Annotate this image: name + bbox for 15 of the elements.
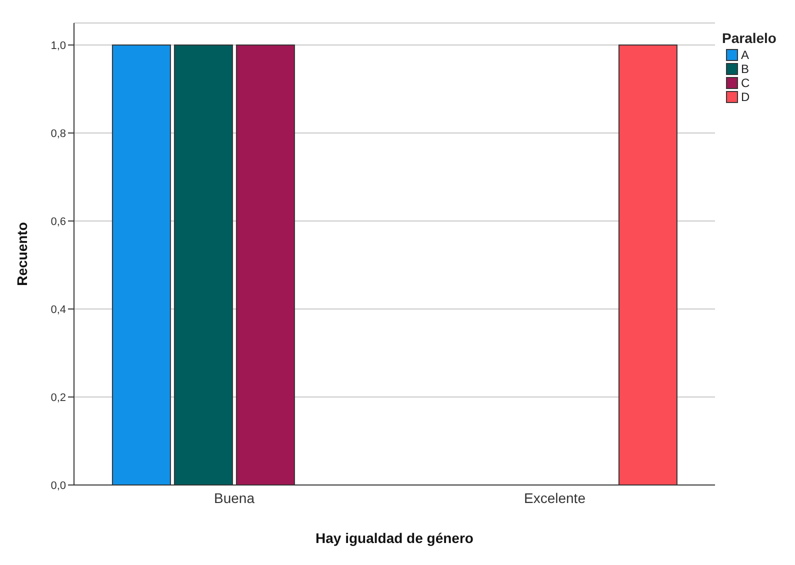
x-axis-title: Hay igualdad de género: [316, 530, 474, 546]
y-axis-title: Recuento: [14, 222, 30, 286]
y-tick-label: 1,0: [50, 40, 66, 52]
legend-label: C: [741, 76, 750, 90]
legend-title: Paralelo: [722, 30, 776, 46]
y-tick-label: 0,6: [50, 216, 66, 228]
legend-label: A: [741, 48, 750, 62]
x-tick-label: Buena: [214, 490, 255, 506]
legend-label: B: [741, 62, 750, 76]
y-tick-label: 0,4: [50, 304, 66, 316]
y-tick-label: 0,8: [50, 128, 66, 140]
y-tick-label: 0,0: [50, 480, 66, 492]
legend-label: D: [741, 90, 750, 104]
x-tick-label: Excelente: [524, 490, 586, 506]
y-tick-label: 0,2: [50, 392, 66, 404]
